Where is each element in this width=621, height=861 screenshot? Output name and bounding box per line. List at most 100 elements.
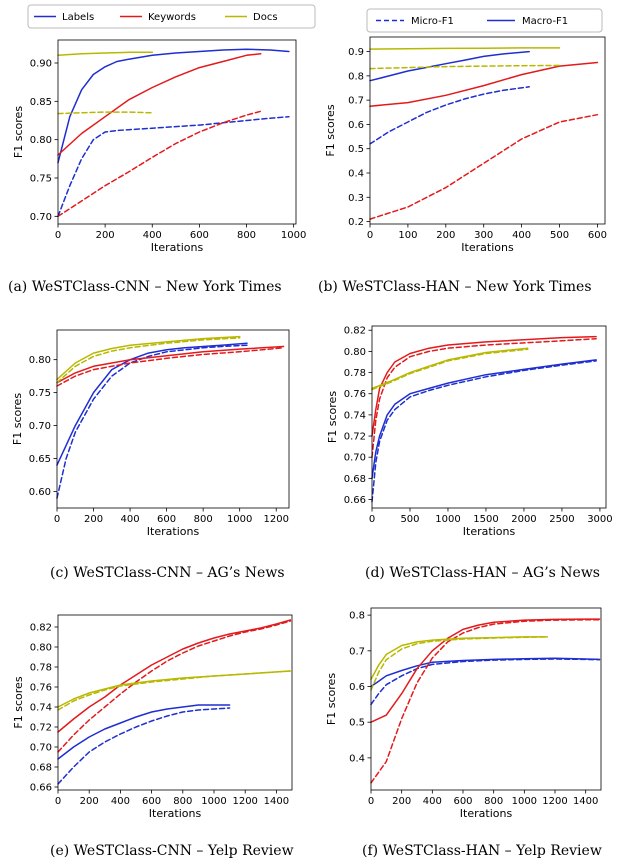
x-tick-label: 200 — [436, 230, 455, 241]
series-line-labels-macro — [57, 704, 231, 760]
series-line-labels-macro — [57, 48, 290, 164]
y-tick-label: 0.75 — [29, 388, 51, 399]
y-axis-label: F1 scores — [11, 393, 24, 445]
x-tick-label: 1500 — [473, 514, 498, 525]
y-tick-label: 0.68 — [344, 474, 366, 485]
legend-docs-label: Docs — [253, 12, 278, 23]
y-tick-label: 0.80 — [30, 135, 52, 146]
y-tick-label: 0.72 — [344, 432, 366, 443]
x-tick-label: 100 — [398, 230, 417, 241]
y-tick-label: 0.80 — [344, 347, 366, 358]
x-tick-label: 800 — [194, 514, 213, 525]
series-line-labels-macro — [369, 50, 530, 82]
x-tick-label: 1000 — [201, 796, 226, 807]
legend-metric: Micro-F1 Macro-F1 — [366, 8, 603, 33]
legend-metric-frame — [366, 8, 603, 33]
y-tick-label: 0.66 — [344, 495, 366, 506]
x-tick-label: 0 — [54, 514, 60, 525]
series-line-labels-micro — [371, 360, 597, 503]
legend-labels-label: Labels — [62, 12, 94, 23]
x-tick-label: 400 — [143, 230, 162, 241]
series-line-keywords-macro — [369, 61, 599, 107]
y-tick-label: 0.8 — [349, 611, 365, 622]
series-line-labels-micro — [57, 707, 231, 785]
legend-macro-label: Macro-F1 — [522, 16, 568, 27]
series-line-keywords-macro — [370, 618, 601, 723]
series-line-keywords-macro — [371, 335, 597, 437]
y-tick-label: 0.6 — [348, 120, 364, 131]
x-axis-label: Iterations — [147, 525, 200, 538]
x-axis-label: Iterations — [460, 807, 513, 820]
y-tick-label: 0.85 — [30, 97, 52, 108]
x-tick-label: 1400 — [573, 796, 598, 807]
plot-frame — [369, 36, 606, 225]
series-line-docs-macro — [371, 347, 529, 390]
plot-frame — [57, 614, 293, 791]
series-line-docs-micro — [57, 670, 292, 711]
panel-b: 0 100 200 300 400 500 600 0.2 0.3 0.4 0.5 0.6 0.7 0.8… — [318, 36, 607, 295]
x-tick-label: 600 — [453, 796, 472, 807]
x-tick-label: 0 — [367, 230, 373, 241]
y-tick-label: 0.6 — [349, 682, 365, 693]
series-line-docs-macro — [56, 335, 241, 381]
y-tick-label: 0.90 — [30, 59, 52, 70]
panel-caption: (a) WeSTClass-CNN – New York Times — [8, 279, 282, 295]
x-axis-label: Iterations — [461, 241, 514, 254]
series-line-labels-macro — [371, 359, 597, 480]
y-tick-label: 0.65 — [29, 454, 51, 465]
y-tick-label: 0.80 — [30, 643, 52, 654]
y-tick-label: 0.66 — [30, 783, 52, 794]
series-line-keywords-micro — [369, 113, 599, 220]
x-tick-label: 500 — [400, 514, 419, 525]
y-tick-label: 0.60 — [29, 487, 51, 498]
y-tick-label: 0.4 — [348, 169, 364, 180]
y-tick-label: 0.76 — [344, 389, 366, 400]
series-line-labels-micro — [56, 344, 248, 499]
x-tick-label: 1400 — [264, 796, 289, 807]
plot-frame — [57, 39, 297, 225]
panel-c: 0 200 400 600 800 1000 1200 0.60 0.65 0.70 0.75 0.8… — [11, 329, 290, 581]
x-tick-label: 300 — [474, 230, 493, 241]
series-line-docs-macro — [57, 670, 292, 708]
plot-frame — [56, 329, 290, 509]
x-tick-label: 200 — [80, 796, 99, 807]
series-line-docs-micro — [57, 111, 154, 115]
y-tick-label: 0.7 — [348, 96, 364, 107]
y-axis-label: F1 scores — [325, 673, 338, 725]
series-line-keywords-macro — [57, 619, 292, 733]
y-tick-label: 0.68 — [30, 763, 52, 774]
x-tick-label: 200 — [84, 514, 103, 525]
y-tick-label: 0.5 — [349, 718, 365, 729]
legend-keywords-label: Keywords — [148, 12, 196, 23]
x-tick-label: 400 — [512, 230, 531, 241]
legend-micro-label: Micro-F1 — [411, 16, 454, 27]
x-tick-label: 2500 — [549, 514, 574, 525]
y-tick-label: 0.74 — [344, 410, 366, 421]
panel-e: 0 200 400 600 800 1000 1200 1400 0.66 0.68 0.70 0.7… — [12, 614, 294, 859]
series-line-keywords-micro — [57, 110, 262, 218]
x-tick-label: 0 — [369, 514, 375, 525]
y-tick-label: 0.80 — [29, 355, 51, 366]
panel-caption: (f) WeSTClass-HAN – Yelp Review — [362, 843, 602, 859]
plot-frame — [371, 325, 607, 509]
y-tick-label: 0.70 — [344, 453, 366, 464]
x-tick-label: 200 — [96, 230, 115, 241]
y-tick-label: 0.8 — [348, 71, 364, 82]
plot-frame — [370, 607, 602, 791]
x-tick-label: 2000 — [511, 514, 536, 525]
panel-d: 0 500 1000 1500 2000 2500 3000 0.66 0.68 0.70 0.72… — [326, 325, 613, 581]
y-tick-label: 0.3 — [348, 193, 364, 204]
legend-type-frame — [27, 4, 316, 29]
panel-caption: (e) WeSTClass-CNN – Yelp Review — [50, 843, 294, 859]
series-line-docs-micro — [369, 64, 561, 70]
y-tick-label: 0.75 — [30, 174, 52, 185]
x-tick-label: 1000 — [512, 796, 537, 807]
y-tick-label: 0.4 — [349, 753, 365, 764]
y-axis-label: F1 scores — [324, 104, 337, 156]
x-axis-label: Iterations — [151, 241, 204, 254]
x-tick-label: 0 — [55, 796, 61, 807]
series-line-labels-micro — [369, 86, 530, 145]
panel-caption: (d) WeSTClass-HAN – AG’s News — [365, 565, 600, 581]
y-axis-label: F1 scores — [12, 106, 25, 158]
